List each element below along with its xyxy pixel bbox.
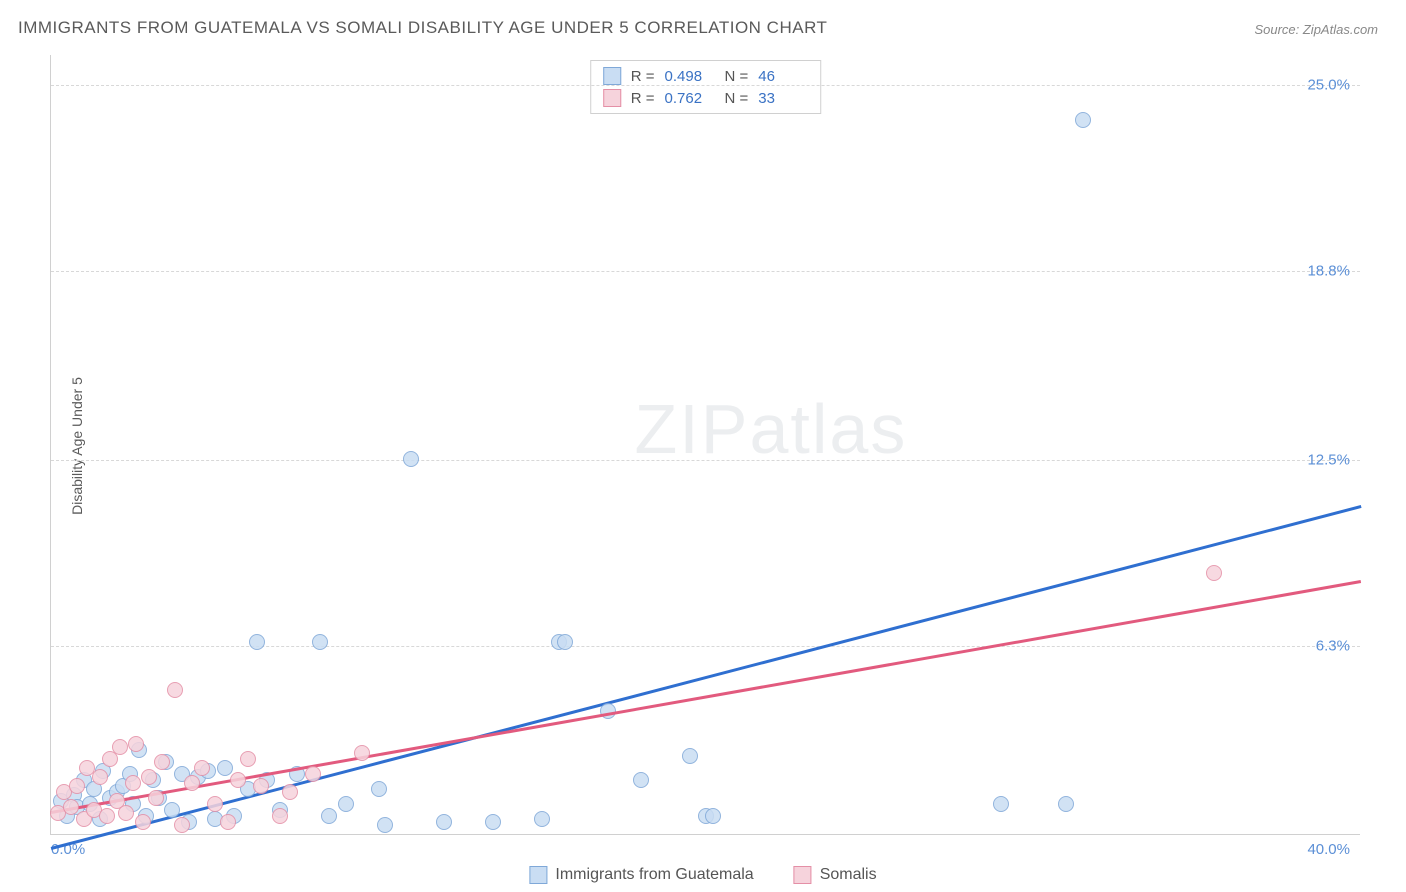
- y-tick-label: 6.3%: [1316, 638, 1350, 655]
- gridline: [51, 646, 1360, 647]
- data-point: [99, 808, 115, 824]
- watermark: ZIPatlas: [635, 389, 908, 469]
- trend-line: [51, 580, 1361, 813]
- chart-title: IMMIGRANTS FROM GUATEMALA VS SOMALI DISA…: [18, 18, 827, 38]
- legend-item: Somalis: [794, 866, 877, 884]
- y-tick-label: 18.8%: [1307, 263, 1350, 280]
- x-tick-max: 40.0%: [1307, 841, 1350, 858]
- stat-n-value: 46: [758, 68, 808, 85]
- gridline: [51, 271, 1360, 272]
- data-point: [92, 769, 108, 785]
- stats-row: R = 0.498 N = 46: [603, 65, 809, 87]
- data-point: [1206, 565, 1222, 581]
- data-point: [371, 781, 387, 797]
- legend-label: Immigrants from Guatemala: [555, 866, 753, 884]
- legend-swatch: [794, 866, 812, 884]
- data-point: [403, 451, 419, 467]
- data-point: [993, 796, 1009, 812]
- data-point: [128, 736, 144, 752]
- stats-row: R = 0.762 N = 33: [603, 87, 809, 109]
- data-point: [282, 784, 298, 800]
- data-point: [184, 775, 200, 791]
- stat-r-value: 0.498: [665, 68, 715, 85]
- data-point: [207, 796, 223, 812]
- gridline: [51, 85, 1360, 86]
- data-point: [1058, 796, 1074, 812]
- data-point: [148, 790, 164, 806]
- data-point: [125, 775, 141, 791]
- source-label: Source: ZipAtlas.com: [1254, 22, 1378, 37]
- y-tick-label: 12.5%: [1307, 452, 1350, 469]
- stat-n-label: N =: [725, 68, 749, 85]
- legend-swatch: [603, 67, 621, 85]
- data-point: [135, 814, 151, 830]
- data-point: [272, 808, 288, 824]
- legend-swatch: [529, 866, 547, 884]
- data-point: [174, 817, 190, 833]
- data-point: [167, 682, 183, 698]
- trend-line: [51, 505, 1362, 849]
- stat-r-label: R =: [631, 68, 655, 85]
- data-point: [249, 634, 265, 650]
- data-point: [63, 799, 79, 815]
- data-point: [312, 634, 328, 650]
- legend-label: Somalis: [820, 866, 877, 884]
- data-point: [112, 739, 128, 755]
- data-point: [1075, 112, 1091, 128]
- data-point: [118, 805, 134, 821]
- data-point: [682, 748, 698, 764]
- bottom-legend: Immigrants from Guatemala Somalis: [529, 866, 876, 884]
- data-point: [220, 814, 236, 830]
- stat-r-value: 0.762: [665, 90, 715, 107]
- data-point: [164, 802, 180, 818]
- data-point: [354, 745, 370, 761]
- data-point: [217, 760, 233, 776]
- gridline: [51, 460, 1360, 461]
- stat-n-label: N =: [725, 90, 749, 107]
- data-point: [321, 808, 337, 824]
- data-point: [633, 772, 649, 788]
- data-point: [377, 817, 393, 833]
- legend-item: Immigrants from Guatemala: [529, 866, 753, 884]
- legend-swatch: [603, 89, 621, 107]
- data-point: [230, 772, 246, 788]
- y-tick-label: 25.0%: [1307, 77, 1350, 94]
- stats-legend-box: R = 0.498 N = 46 R = 0.762 N = 33: [590, 60, 822, 114]
- data-point: [305, 766, 321, 782]
- data-point: [194, 760, 210, 776]
- stat-n-value: 33: [758, 90, 808, 107]
- stat-r-label: R =: [631, 90, 655, 107]
- data-point: [69, 778, 85, 794]
- plot-area: ZIPatlas R =0.498N =46R =0.762N =33 0.0%…: [50, 55, 1360, 835]
- data-point: [705, 808, 721, 824]
- data-point: [338, 796, 354, 812]
- data-point: [436, 814, 452, 830]
- data-point: [141, 769, 157, 785]
- data-point: [154, 754, 170, 770]
- data-point: [557, 634, 573, 650]
- data-point: [534, 811, 550, 827]
- data-point: [240, 751, 256, 767]
- data-point: [253, 778, 269, 794]
- data-point: [485, 814, 501, 830]
